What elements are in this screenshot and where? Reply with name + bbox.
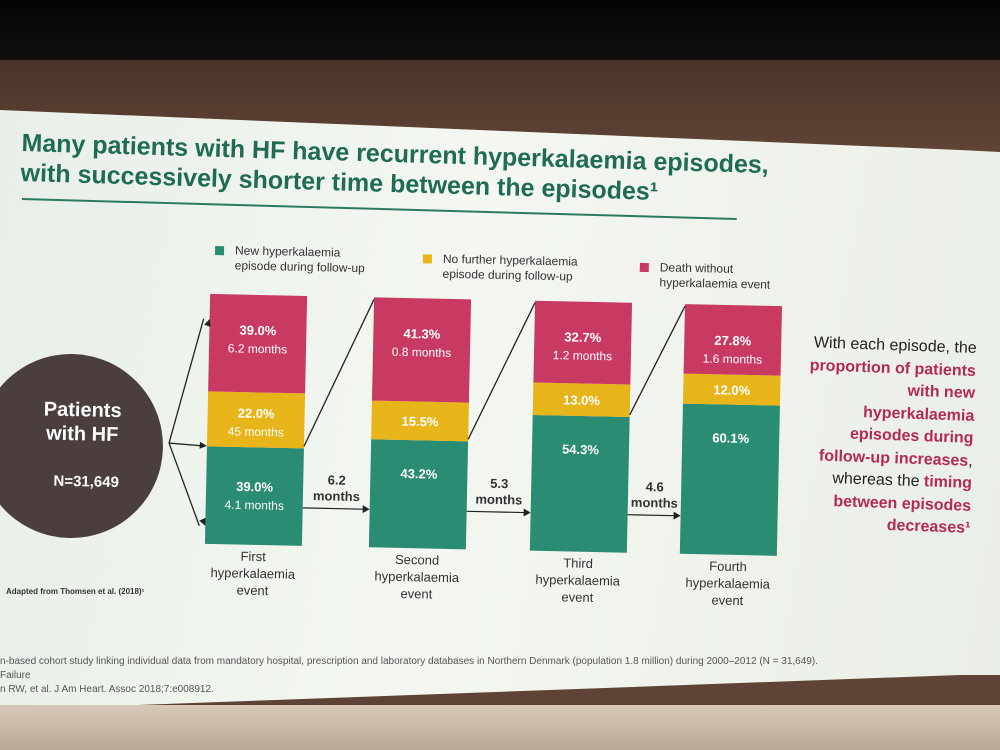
cohort-arrow [168, 318, 205, 444]
interval-label: 4.6months [631, 479, 679, 511]
bar-duration-label: 1.2 months [553, 348, 613, 363]
footnote-line: n RW, et al. J Am Heart. Assoc 2018;7:e0… [0, 684, 214, 695]
note-highlight: proportion of patients with new hyperkal… [809, 356, 977, 470]
bar-value-label: 12.0% [713, 382, 751, 398]
footnote-line: n-based cohort study linking individual … [0, 656, 818, 667]
bar-segment [679, 403, 780, 556]
bar-value-label: 32.7% [564, 329, 602, 345]
bar-value-label: 39.0% [236, 479, 274, 495]
bar-segment [533, 300, 633, 385]
legend-swatch-none [422, 254, 433, 264]
interval-label: 6.2months [313, 472, 361, 504]
cohort-arrowhead [204, 318, 211, 327]
interval-arrowhead [673, 511, 681, 520]
bar-value-label: 60.1% [712, 430, 750, 446]
footnotes: n-based cohort study linking individual … [0, 655, 818, 697]
bar-value-label: 41.3% [403, 326, 441, 342]
cohort-circle [0, 354, 163, 539]
cohort-arrow [168, 442, 202, 447]
cohort-arrow [168, 442, 200, 526]
connector-line [467, 302, 536, 440]
bar-segment [204, 446, 304, 546]
cohort-arrowhead [199, 517, 206, 526]
connector-line [303, 299, 375, 447]
bar-duration-label: 45 months [228, 424, 284, 439]
footnote-line: Failure [0, 670, 31, 681]
legend-label-new: New hyperkalaemiaepisode during follow-u… [235, 243, 366, 275]
bar-duration-label: 4.1 months [224, 498, 284, 513]
bar-value-label: 15.5% [401, 414, 439, 430]
bar-segment [683, 304, 783, 376]
interval-arrowhead [362, 505, 370, 514]
bar-segment [208, 293, 308, 394]
chart-group: New hyperkalaemiaepisode during follow-u… [0, 243, 783, 609]
bar-segment [371, 400, 469, 442]
interval-arrow [466, 510, 525, 514]
bar-segment [682, 373, 781, 406]
interval-arrow [302, 507, 364, 510]
bar-value-label: 13.0% [563, 392, 601, 408]
bar-segment [371, 297, 472, 403]
interval-arrow [627, 514, 675, 517]
bar-segment [368, 439, 469, 550]
note-text: With each episode, the [813, 334, 977, 357]
bar-duration-label: 1.6 months [703, 351, 763, 366]
interval-label: 5.3months [475, 476, 523, 508]
interval-arrowhead [523, 508, 531, 517]
bar-value-label: 27.8% [714, 333, 752, 349]
cohort-count: N=31,649 [53, 473, 119, 491]
projected-slide [0, 110, 1000, 710]
bar-duration-label: 0.8 months [392, 345, 452, 360]
cohort-arrowhead [199, 441, 207, 449]
category-label: Secondhyperkalaemiaevent [374, 551, 460, 602]
legend-swatch-death [639, 262, 649, 273]
legend-label-none: No further hyperkalaemiaepisode during f… [442, 252, 578, 284]
bar-duration-label: 6.2 months [228, 341, 288, 356]
stage-banner [0, 705, 1000, 750]
bar-value-label: 39.0% [239, 323, 277, 339]
legend-swatch-new [214, 246, 225, 256]
category-label: Thirdhyperkalaemiaevent [535, 555, 621, 606]
summary-note: With each episode, the proportion of pat… [795, 332, 977, 540]
cohort-label: Patientswith HF [43, 398, 122, 446]
bar-segment [532, 382, 631, 417]
bar-segment [529, 414, 630, 553]
category-label: Fourthhyperkalaemiaevent [685, 558, 771, 609]
connector-line [629, 305, 686, 416]
bar-value-label: 43.2% [400, 466, 438, 482]
source-citation: Adapted from Thomsen et al. (2018)¹ [6, 587, 145, 596]
bar-value-label: 54.3% [562, 442, 600, 458]
category-label: Firsthyperkalaemiaevent [210, 548, 296, 599]
legend-label-death: Death withouthyperkalaemia event [659, 260, 771, 291]
bar-segment [206, 391, 306, 449]
bar-value-label: 22.0% [238, 406, 276, 422]
